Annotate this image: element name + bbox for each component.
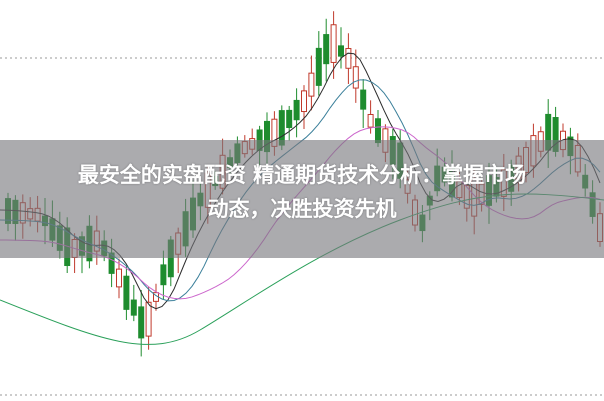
candle-body: [160, 264, 167, 286]
candle-body: [123, 275, 130, 310]
candle-body: [145, 301, 152, 337]
candle-body: [323, 34, 330, 65]
headline-line-2: 动态，决胜投资先机: [207, 197, 397, 221]
candle-body: [352, 66, 359, 89]
candle-body: [286, 109, 293, 129]
candle-body: [330, 24, 337, 63]
candle-body: [360, 89, 367, 110]
headline-overlay: [0, 140, 604, 258]
candle-body: [367, 113, 374, 128]
candle-body: [375, 118, 381, 144]
candle-body: [315, 47, 322, 86]
candle-body: [345, 48, 352, 69]
candle-body: [130, 299, 137, 316]
headline-line-1: 最安全的实盘配资 精通期货技术分析：掌握市场: [77, 163, 527, 187]
candle-body: [293, 99, 300, 121]
candle-body: [116, 268, 122, 288]
candle-body: [308, 72, 315, 97]
candle-body: [338, 45, 344, 57]
candle-body: [301, 90, 307, 113]
headline: 最安全的实盘配资 精通期货技术分析：掌握市场 动态，决胜投资先机: [0, 158, 604, 226]
candle-body: [138, 306, 145, 339]
